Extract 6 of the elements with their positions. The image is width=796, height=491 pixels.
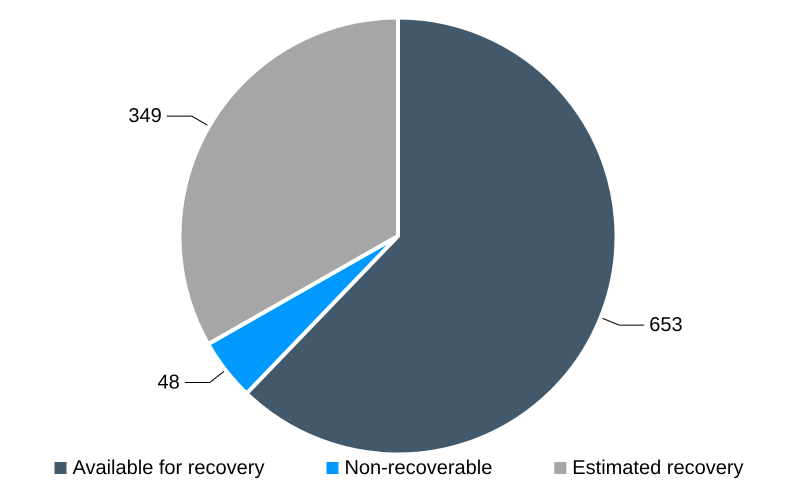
legend-label: Available for recovery bbox=[72, 457, 264, 479]
data-label: 653 bbox=[649, 314, 683, 336]
legend-label: Non-recoverable bbox=[344, 457, 492, 479]
data-label: 349 bbox=[128, 105, 162, 128]
legend-label: Estimated recovery bbox=[572, 457, 744, 479]
data-label: 48 bbox=[158, 371, 180, 394]
